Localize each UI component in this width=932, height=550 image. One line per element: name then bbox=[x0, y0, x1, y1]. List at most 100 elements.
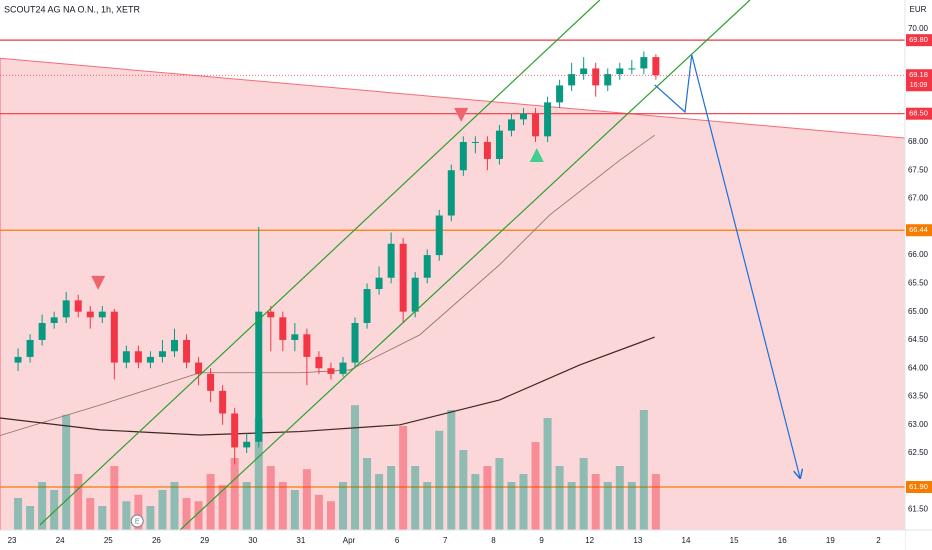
volume-bar bbox=[218, 485, 227, 530]
candle-body bbox=[495, 130, 503, 159]
candle-body bbox=[351, 322, 359, 363]
volume-bar bbox=[435, 430, 444, 530]
level-tag-label: 69.80 bbox=[909, 35, 928, 44]
candle-body bbox=[568, 74, 576, 86]
candle-body bbox=[616, 68, 624, 75]
candle-body bbox=[50, 317, 58, 323]
y-tick-label: 67.50 bbox=[908, 165, 929, 174]
volume-bar bbox=[158, 490, 167, 530]
level-tag bbox=[906, 34, 932, 47]
volume-bar bbox=[351, 405, 360, 530]
volume-bar bbox=[182, 498, 191, 530]
volume-bar bbox=[411, 466, 420, 530]
y-tick-label: 62.50 bbox=[908, 448, 929, 457]
volume-bar bbox=[26, 506, 35, 530]
candle-body bbox=[652, 57, 660, 76]
x-tick-label: 16 bbox=[778, 536, 787, 545]
y-tick-label: 61.50 bbox=[908, 505, 929, 514]
volume-bar bbox=[627, 482, 636, 530]
volume-bar bbox=[495, 458, 504, 530]
volume-bar bbox=[338, 482, 347, 530]
x-tick-label: Apr bbox=[343, 536, 356, 545]
volume-bar bbox=[326, 501, 335, 530]
candle-body bbox=[38, 322, 46, 340]
candle-body bbox=[279, 317, 287, 340]
level-tag-label: 68.50 bbox=[909, 109, 928, 118]
candle-body bbox=[471, 141, 479, 143]
volume-bar bbox=[74, 474, 83, 530]
level-tag bbox=[906, 224, 932, 237]
volume-bar bbox=[146, 506, 155, 530]
volume-bar bbox=[278, 482, 287, 530]
x-tick-label: 14 bbox=[682, 536, 691, 545]
volume-bar bbox=[14, 498, 23, 530]
currency-label: EUR bbox=[910, 5, 927, 14]
volume-bar bbox=[639, 410, 648, 530]
price-axis-panel bbox=[905, 0, 932, 550]
x-tick-label: 2 bbox=[876, 536, 881, 545]
x-tick-label: 9 bbox=[539, 536, 544, 545]
volume-bar bbox=[387, 466, 396, 530]
candle-body bbox=[327, 368, 335, 374]
chart-title: SCOUT24 AG NA O.N., 1h, XETR bbox=[4, 4, 141, 14]
candle-body bbox=[387, 243, 395, 278]
candle-body bbox=[544, 102, 552, 137]
candle-body bbox=[255, 311, 263, 442]
candle-body bbox=[110, 311, 118, 363]
candle-body bbox=[14, 356, 22, 363]
y-tick-label: 64.00 bbox=[908, 363, 929, 372]
candle-body bbox=[640, 57, 648, 69]
x-tick-label: 29 bbox=[200, 536, 209, 545]
y-tick-label: 67.00 bbox=[908, 194, 929, 203]
volume-bar bbox=[86, 498, 95, 530]
candle-body bbox=[291, 334, 299, 340]
trend-line bbox=[39, 0, 601, 526]
volume-bar bbox=[615, 466, 624, 530]
x-tick-label: 8 bbox=[491, 536, 496, 545]
volume-bar bbox=[122, 501, 131, 530]
volume-bar bbox=[363, 458, 372, 530]
y-tick-label: 65.50 bbox=[908, 278, 929, 287]
candle-body bbox=[411, 277, 419, 312]
volume-bar bbox=[110, 466, 119, 530]
candle-body bbox=[62, 300, 70, 318]
volume-bar bbox=[266, 466, 275, 530]
candle-body bbox=[580, 68, 588, 75]
volume-bar bbox=[230, 458, 239, 530]
time-axis-panel bbox=[0, 530, 905, 550]
candle-body bbox=[231, 413, 239, 448]
y-tick-label: 64.50 bbox=[908, 335, 929, 344]
volume-bar bbox=[290, 490, 299, 530]
volume-bar bbox=[194, 501, 203, 530]
candle-body bbox=[267, 311, 275, 318]
x-tick-label: 12 bbox=[585, 536, 594, 545]
level-tag-label: 66.44 bbox=[909, 225, 928, 234]
candle-body bbox=[363, 289, 371, 323]
volume-bar bbox=[651, 474, 660, 530]
plot-area bbox=[0, 0, 905, 530]
y-tick-label: 70.00 bbox=[908, 24, 929, 33]
volume-bar bbox=[555, 466, 564, 530]
candle-body bbox=[303, 334, 311, 357]
volume-bar bbox=[531, 442, 540, 530]
x-tick-label: 6 bbox=[395, 536, 400, 545]
x-tick-label: 19 bbox=[826, 536, 835, 545]
candle-body bbox=[375, 277, 383, 290]
volume-bar bbox=[471, 474, 480, 530]
candle-body bbox=[243, 441, 251, 448]
candle-body bbox=[459, 141, 467, 171]
volume-bar bbox=[603, 482, 612, 530]
volume-bar bbox=[507, 482, 516, 530]
volume-bar bbox=[519, 474, 528, 530]
event-badge bbox=[130, 514, 144, 528]
x-tick-label: 23 bbox=[8, 536, 17, 545]
candle-body bbox=[423, 255, 431, 278]
candle-body bbox=[207, 373, 215, 391]
volume-bar bbox=[543, 418, 552, 530]
volume-bar bbox=[579, 458, 588, 530]
level-tag-label: 61.90 bbox=[909, 482, 928, 491]
signal-marker bbox=[91, 275, 106, 290]
